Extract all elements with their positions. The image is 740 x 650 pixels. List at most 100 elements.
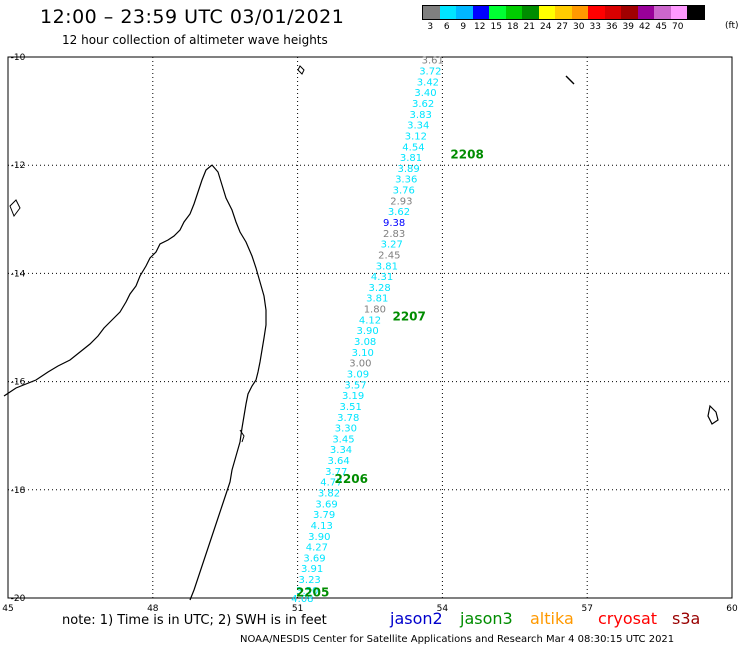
lon-tick-label: 45	[2, 604, 13, 614]
scale-swatch	[456, 6, 473, 19]
scale-swatch	[621, 6, 638, 19]
swh-value: 1.80	[364, 305, 386, 316]
scale-label: 42	[639, 22, 651, 32]
swh-value: 3.76	[393, 186, 415, 197]
swh-value: 3.69	[315, 499, 337, 510]
swh-value: 3.91	[301, 564, 323, 575]
swh-value: 3.81	[366, 294, 388, 305]
scale-swatch	[670, 6, 687, 19]
pass-number-label: 2205	[296, 586, 329, 600]
lat-tick-label: -10	[11, 53, 26, 63]
pass-number-label: 2207	[392, 310, 425, 324]
swh-value: 9.38	[383, 218, 405, 229]
lon-tick-label: 54	[437, 604, 449, 614]
scale-swatch	[472, 6, 489, 19]
satellite-legend-item: s3a	[672, 609, 701, 628]
pass-labels: 2208 2207 2206 2205	[296, 147, 484, 599]
scale-label: 45	[655, 22, 667, 32]
scale-label: 39	[622, 22, 634, 32]
coastline-islet-3	[707, 404, 719, 425]
scale-swatch	[571, 6, 588, 19]
swh-value: 3.77	[325, 467, 347, 478]
scale-label: 30	[573, 22, 585, 32]
swh-value: 3.57	[344, 380, 366, 391]
scale-swatch	[555, 6, 572, 19]
scale-label: 18	[507, 22, 519, 32]
scale-swatch	[637, 6, 654, 19]
units-note: note: 1) Time is in UTC; 2) SWH is in fe…	[62, 613, 327, 628]
swh-value: 3.78	[337, 413, 359, 424]
swh-value: 3.08	[354, 337, 376, 348]
satellite-legend-item: jason2	[390, 609, 443, 628]
swh-value: 3.72	[419, 67, 441, 78]
swh-color-scale: 3 6 9 12 15 18 21 24 27 30 33 36 39 42 45 70 (ft)	[422, 5, 739, 32]
lat-tick-label: -18	[11, 486, 26, 496]
map-frame	[7, 56, 733, 599]
coastline-islet-2	[565, 75, 575, 85]
scale-swatch	[588, 6, 605, 19]
credit-line: NOAA/NESDIS Center for Satellite Applica…	[240, 634, 675, 645]
lon-tick-label: 57	[581, 604, 592, 614]
scale-label: 6	[443, 22, 450, 32]
swh-value: 4.08	[291, 594, 313, 605]
scale-swatch	[604, 6, 621, 19]
swh-value: 4.54	[402, 142, 424, 153]
satellite-legend-item: altika	[530, 609, 574, 628]
satellite-legend-item: jason3	[460, 609, 513, 628]
swh-value: 3.19	[342, 391, 364, 402]
scale-label: 70	[672, 22, 684, 32]
lat-tick-label: -20	[11, 594, 26, 604]
swh-value: 3.83	[410, 110, 432, 121]
coastline-islet-1	[9, 199, 21, 218]
scale-label: 12	[474, 22, 486, 32]
swh-value: 3.30	[335, 424, 357, 435]
swh-value: 3.82	[318, 489, 340, 500]
map-title: 12:00 – 23:59 UTC 03/01/2021	[40, 6, 345, 28]
lat-tick-label: -14	[11, 269, 26, 279]
lat-tick-label: -16	[11, 378, 26, 388]
swh-value: 4.12	[359, 315, 381, 326]
scale-swatch	[423, 6, 440, 19]
scale-labels: 3 6 9 12 15 18 21 24 27 30 33 36 39 42 45 70	[422, 22, 705, 32]
pass-number-label: 2208	[450, 147, 483, 161]
swh-value: 4.77	[320, 478, 342, 489]
swh-value: 3.12	[405, 131, 427, 142]
swh-value: 3.69	[303, 553, 325, 564]
swh-value: 3.34	[330, 445, 352, 456]
lat-tick-label: -12	[11, 161, 26, 171]
swh-value: 4.27	[306, 543, 328, 554]
swh-value: 3.62	[388, 207, 410, 218]
map-subtitle: 12 hour collection of altimeter wave hei…	[62, 33, 328, 47]
swh-value: 3.45	[332, 434, 354, 445]
lon-tick-label: 48	[147, 604, 159, 614]
scale-swatch	[687, 6, 704, 19]
swh-value: 3.61	[422, 56, 444, 67]
coastline-madagascar	[3, 164, 267, 601]
scale-swatch	[489, 6, 506, 19]
graticule	[7, 56, 733, 599]
swh-value: 2.83	[383, 229, 405, 240]
scale-label: 3	[427, 22, 434, 32]
swh-value: 3.64	[327, 456, 349, 467]
swh-value: 3.27	[381, 240, 403, 251]
scale-swatch	[538, 6, 555, 19]
scale-label: 33	[589, 22, 601, 32]
swh-value: 3.00	[349, 359, 371, 370]
swh-value: 3.81	[376, 261, 398, 272]
swh-value: 3.28	[369, 283, 391, 294]
swh-value: 3.50	[296, 586, 318, 597]
swh-value: 2.93	[390, 196, 412, 207]
scale-swatch	[505, 6, 522, 19]
scale-label: 27	[556, 22, 568, 32]
swh-value: 3.79	[313, 510, 335, 521]
scale-boxes	[422, 5, 705, 20]
scale-label: 36	[606, 22, 618, 32]
swh-value: 3.81	[400, 153, 422, 164]
swh-value: 3.40	[414, 88, 436, 99]
scale-swatch	[439, 6, 456, 19]
axis-ticks: 45 48 51 54 57 60 -10 -12 -14 -16 -18 -20	[2, 53, 738, 614]
scale-label: 9	[460, 22, 467, 32]
swh-value: 3.36	[395, 175, 417, 186]
scale-swatch	[654, 6, 671, 19]
swh-value: 4.13	[311, 521, 333, 532]
